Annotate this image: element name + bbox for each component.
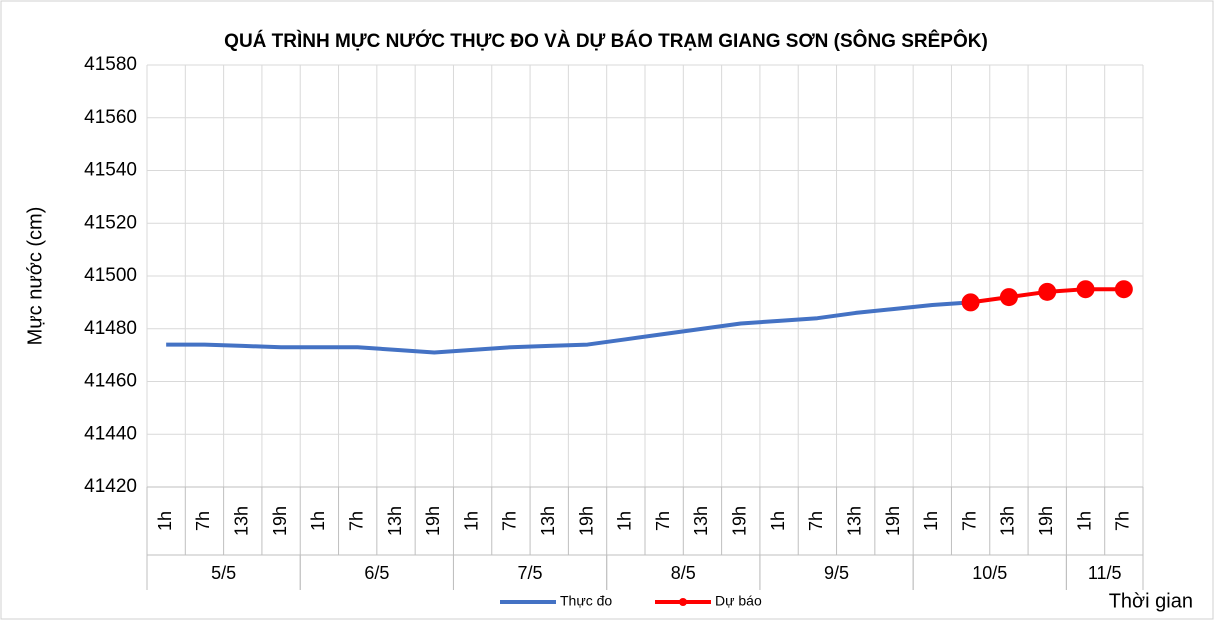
x-tick-label: 19h [423, 506, 443, 536]
x-tick-label: 1h [155, 511, 175, 531]
group-label: 5/5 [211, 563, 236, 583]
y-tick-label: 41420 [84, 476, 137, 497]
x-tick-label: 1h [1074, 511, 1094, 531]
x-tick-label: 19h [576, 506, 596, 536]
x-tick-label: 1h [615, 511, 635, 531]
x-tick-label: 19h [730, 506, 750, 536]
series-line [166, 300, 971, 355]
x-tick-label: 13h [844, 506, 864, 536]
x-tick-label: 13h [691, 506, 711, 536]
group-label: 10/5 [972, 563, 1007, 583]
x-tick-label: 7h [1113, 511, 1133, 531]
x-tick-label: 7h [193, 511, 213, 531]
y-tick-label: 41460 [84, 371, 137, 392]
y-tick-label: 41540 [84, 160, 137, 181]
y-tick-label: 41440 [84, 423, 137, 444]
y-tick-label: 41580 [84, 54, 137, 75]
legend-label: Thực đo [560, 593, 612, 609]
series-marker [1076, 280, 1095, 299]
y-tick-label: 41520 [84, 212, 137, 233]
series-marker [1038, 282, 1057, 301]
x-tick-label: 7h [500, 511, 520, 531]
group-label: 11/5 [1088, 563, 1122, 583]
x-tick-label: 19h [270, 506, 290, 536]
series-marker [999, 288, 1018, 307]
x-tick-label: 1h [308, 511, 328, 531]
y-tick-label: 41480 [84, 318, 137, 339]
x-tick-label: 1h [921, 511, 941, 531]
y-tick-label: 41500 [84, 265, 137, 286]
series-marker [1114, 280, 1133, 299]
x-tick-label: 7h [806, 511, 826, 531]
x-tick-label: 13h [538, 506, 558, 536]
x-tick-label: 7h [653, 511, 673, 531]
x-tick-label: 19h [883, 506, 903, 536]
group-label: 9/5 [824, 563, 849, 583]
legend-marker [679, 598, 687, 606]
y-tick-label: 41560 [84, 107, 137, 128]
x-tick-label: 1h [461, 511, 481, 531]
x-tick-label: 13h [385, 506, 405, 536]
x-tick-label: 1h [768, 511, 788, 531]
legend-label: Dự báo [715, 593, 762, 609]
chart-title: QUÁ TRÌNH MỰC NƯỚC THỰC ĐO VÀ DỰ BÁO TRẠ… [224, 30, 988, 52]
x-tick-label: 13h [998, 506, 1018, 536]
x-tick-label: 7h [346, 511, 366, 531]
series-marker [961, 293, 980, 312]
y-axis-label: Mực nước (cm) [24, 207, 46, 346]
x-tick-label: 19h [1036, 506, 1056, 536]
x-tick-label: 7h [959, 511, 979, 531]
x-axis-label: Thời gian [1109, 590, 1193, 612]
x-tick-label: 13h [232, 506, 252, 536]
group-label: 6/5 [364, 563, 389, 583]
group-label: 7/5 [518, 563, 543, 583]
group-label: 8/5 [671, 563, 696, 583]
